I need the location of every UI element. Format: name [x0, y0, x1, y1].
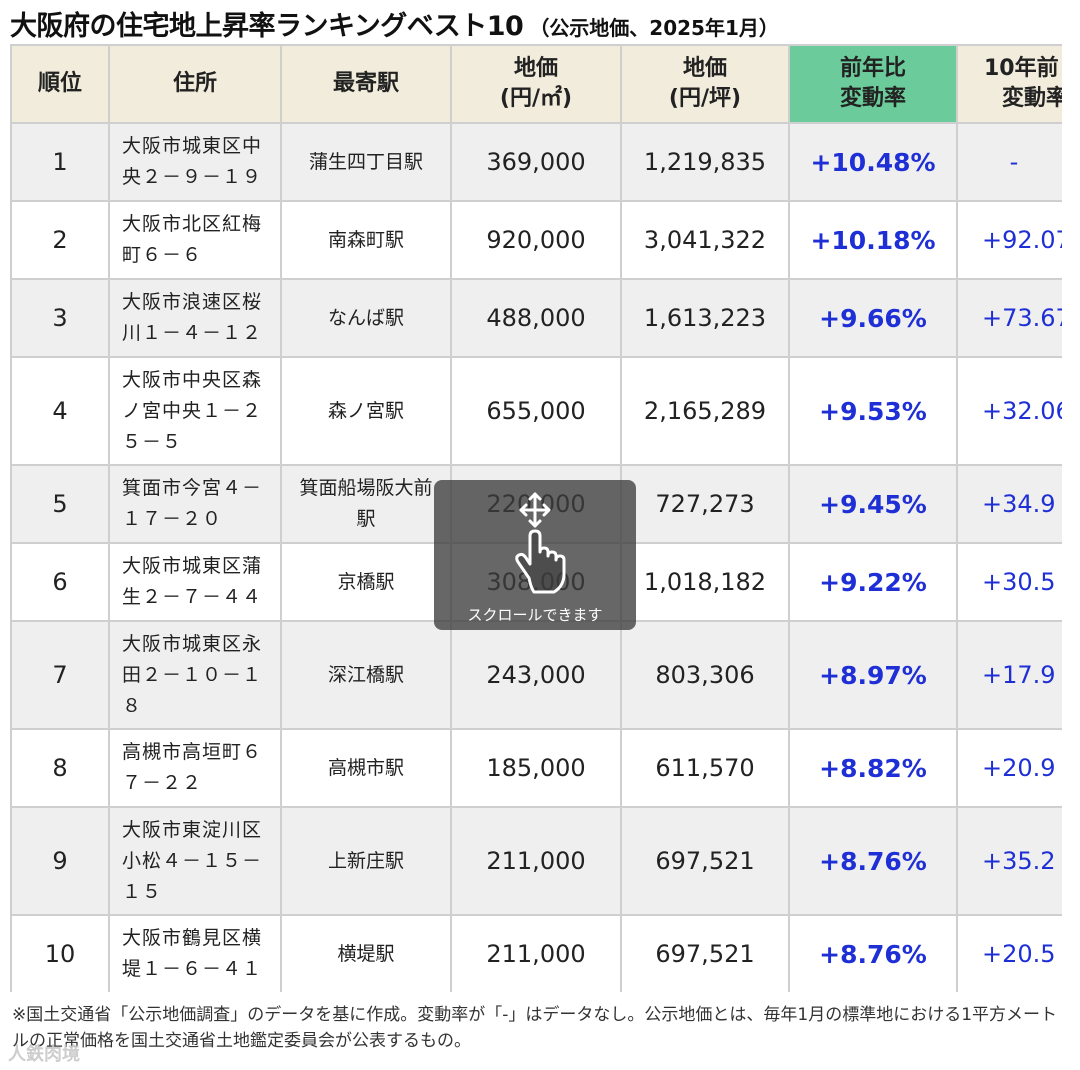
- yoy-rate-cell: +10.18%: [788, 200, 958, 280]
- yoy-rate-cell: +9.53%: [788, 356, 958, 466]
- station-cell: 箕面船場阪大前駅: [280, 464, 452, 544]
- price-sqm-cell: 243,000: [450, 620, 622, 730]
- price-sqm-cell: 920,000: [450, 200, 622, 280]
- address-cell: 大阪市浪速区桜 川１－４－１２: [108, 278, 282, 358]
- ranking-table: 順位 住所 最寄駅 地価 (円/㎡) 地価 (円/坪) 前年比 変動率 10年前 変動率…: [10, 44, 1062, 992]
- price-sqm-cell: 488,000: [450, 278, 622, 358]
- header-price-sqm: 地価 (円/㎡): [450, 44, 622, 124]
- table-row: 4 大阪市中央区森 ノ宮中央１－２ ５－５ 森ノ宮駅 655,000 2,165,289 +9…: [10, 356, 1062, 466]
- station-cell: 深江橋駅: [280, 620, 452, 730]
- address-cell: 大阪市鶴見区横 堤１－６－４１: [108, 914, 282, 992]
- table-row: 6大阪市城東区蒲生２－７－４４京橋駅308,0001,018,182+9.22%…: [10, 542, 1062, 622]
- rank-cell: 9: [10, 806, 110, 916]
- price-tsubo-cell: 697,521: [620, 914, 790, 992]
- title-main: 大阪府の住宅地上昇率ランキングベスト10: [10, 11, 524, 42]
- ten-year-rate-cell: +20.9: [956, 728, 1062, 808]
- price-tsubo-cell: 803,306: [620, 620, 790, 730]
- ranking-table-scroll-area[interactable]: 順位 住所 最寄駅 地価 (円/㎡) 地価 (円/坪) 前年比 変動率 10年前 変動率…: [10, 44, 1062, 992]
- price-tsubo-cell: 1,219,835: [620, 122, 790, 202]
- price-tsubo-cell: 3,041,322: [620, 200, 790, 280]
- header-yoy-rate: 前年比 変動率: [788, 44, 958, 124]
- price-tsubo-cell: 2,165,289: [620, 356, 790, 466]
- footnote: ※国土交通省「公示地価調査」のデータを基に作成。変動率が「-」はデータなし。公示…: [12, 1005, 1058, 1051]
- rank-cell: 3: [10, 278, 110, 358]
- ten-year-rate-cell: +17.9: [956, 620, 1062, 730]
- ten-year-rate-cell: +20.5: [956, 914, 1062, 992]
- yoy-rate-cell: +8.82%: [788, 728, 958, 808]
- rank-cell: 2: [10, 200, 110, 280]
- watermark: 人鉄肉境: [8, 1044, 80, 1065]
- address-cell: 高槻市高垣町６ ７－２２: [108, 728, 282, 808]
- price-sqm-cell: 655,000: [450, 356, 622, 466]
- yoy-rate-cell: +10.48%: [788, 122, 958, 202]
- address-cell: 大阪市城東区蒲 生２－７－４４: [108, 542, 282, 622]
- address-cell: 箕面市今宮４－ １７－２０: [108, 464, 282, 544]
- rank-cell: 1: [10, 122, 110, 202]
- ten-year-rate-cell: -: [956, 122, 1062, 202]
- table-row: 3 大阪市浪速区桜 川１－４－１２ なんば駅 488,000 1,613,223 +9.66…: [10, 278, 1062, 358]
- yoy-rate-cell: +8.76%: [788, 806, 958, 916]
- header-address: 住所: [108, 44, 282, 124]
- price-sqm-cell: 369,000: [450, 122, 622, 202]
- table-row: 8 高槻市高垣町６ ７－２２ 高槻市駅 185,000 611,570 +8.82% +20.…: [10, 728, 1062, 808]
- price-tsubo-cell: 1,613,223: [620, 278, 790, 358]
- hand-pointer-move-icon: [515, 492, 566, 594]
- header-price-tsubo: 地価 (円/坪): [620, 44, 790, 124]
- table-row: 2 大阪市北区紅梅 町６－６ 南森町駅 920,000 3,041,322 +10.18% +…: [10, 200, 1062, 280]
- station-cell: 蒲生四丁目駅: [280, 122, 452, 202]
- yoy-rate-cell: +9.66%: [788, 278, 958, 358]
- address-cell: 大阪市城東区永 田２－１０－１ ８: [108, 620, 282, 730]
- yoy-rate-cell: +9.45%: [788, 464, 958, 544]
- ten-year-rate-cell: +35.2: [956, 806, 1062, 916]
- price-tsubo-cell: 611,570: [620, 728, 790, 808]
- price-tsubo-cell: 1,018,182: [620, 542, 790, 622]
- yoy-rate-cell: +8.97%: [788, 620, 958, 730]
- ten-year-rate-cell: +34.9: [956, 464, 1062, 544]
- station-cell: 南森町駅: [280, 200, 452, 280]
- address-cell: 大阪市北区紅梅 町６－６: [108, 200, 282, 280]
- price-sqm-cell: 211,000: [450, 806, 622, 916]
- table-row: 9 大阪市東淀川区 小松４－１５－ １５ 上新庄駅 211,000 697,521 +8.76…: [10, 806, 1062, 916]
- table-row: 1 大阪市城東区中 央２－９－１９ 蒲生四丁目駅 369,000 1,219,835 +10…: [10, 122, 1062, 202]
- header-station: 最寄駅: [280, 44, 452, 124]
- station-cell: 高槻市駅: [280, 728, 452, 808]
- station-cell: 京橋駅: [280, 542, 452, 622]
- station-cell: 上新庄駅: [280, 806, 452, 916]
- page-title: 大阪府の住宅地上昇率ランキングベスト10 （公示地価、2025年1月）: [10, 4, 779, 42]
- rank-cell: 10: [10, 914, 110, 992]
- price-sqm-cell: 211,000: [450, 914, 622, 992]
- address-cell: 大阪市東淀川区 小松４－１５－ １５: [108, 806, 282, 916]
- ten-year-rate-cell: +30.5: [956, 542, 1062, 622]
- table-row: 10 大阪市鶴見区横 堤１－６－４１ 横堤駅 211,000 697,521 +8.76% +…: [10, 914, 1062, 992]
- ten-year-rate-cell: +73.67: [956, 278, 1062, 358]
- yoy-rate-cell: +8.76%: [788, 914, 958, 992]
- address-cell: 大阪市城東区中 央２－９－１９: [108, 122, 282, 202]
- header-ten-year-rate: 10年前 変動率: [956, 44, 1062, 124]
- ten-year-rate-cell: +92.07: [956, 200, 1062, 280]
- header-row: 順位 住所 最寄駅 地価 (円/㎡) 地価 (円/坪) 前年比 変動率 10年前 変動率: [10, 44, 1062, 124]
- scroll-hint-caption: スクロールできます: [467, 606, 603, 624]
- ten-year-rate-cell: +32.06: [956, 356, 1062, 466]
- title-sub: （公示地価、2025年1月）: [529, 16, 779, 40]
- table-row: 7 大阪市城東区永 田２－１０－１ ８ 深江橋駅 243,000 803,306 +8.97%…: [10, 620, 1062, 730]
- header-rank: 順位: [10, 44, 110, 124]
- price-sqm-cell: 185,000: [450, 728, 622, 808]
- address-cell: 大阪市中央区森 ノ宮中央１－２ ５－５: [108, 356, 282, 466]
- yoy-rate-cell: +9.22%: [788, 542, 958, 622]
- price-tsubo-cell: 727,273: [620, 464, 790, 544]
- station-cell: 森ノ宮駅: [280, 356, 452, 466]
- price-tsubo-cell: 697,521: [620, 806, 790, 916]
- rank-cell: 6: [10, 542, 110, 622]
- rank-cell: 5: [10, 464, 110, 544]
- rank-cell: 4: [10, 356, 110, 466]
- rank-cell: 7: [10, 620, 110, 730]
- scroll-hint-overlay: スクロールできます: [434, 480, 636, 630]
- station-cell: なんば駅: [280, 278, 452, 358]
- station-cell: 横堤駅: [280, 914, 452, 992]
- rank-cell: 8: [10, 728, 110, 808]
